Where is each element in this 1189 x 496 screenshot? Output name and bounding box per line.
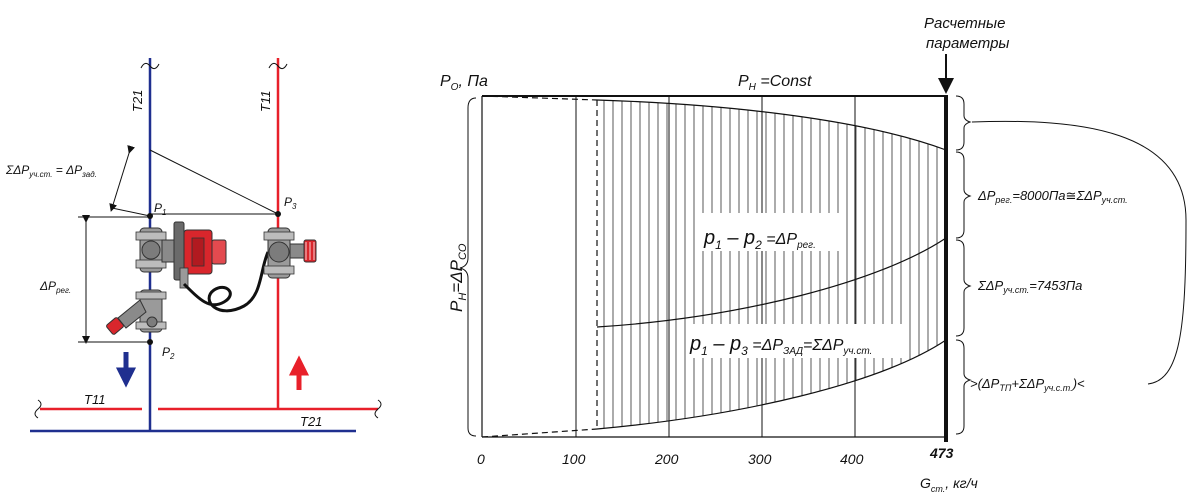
supply-riser-break [268,62,288,70]
return-arc [971,120,1187,385]
curve-lower-dashed [481,428,598,438]
x-tick-0: 0 [477,451,485,467]
dim-left-label: ΔPрег. [39,279,71,295]
shutoff-valve [263,227,317,279]
right-label-3: >(ΔPТП+ΣΔPуч.с.т.)< [970,376,1085,393]
t21-header-label: T21 [300,414,322,429]
x-axis-label: Gст., кг/ч [920,475,978,494]
left-brace [459,97,477,437]
schematic: T21 T11 T11 T21 ΣΔPуч.ст. = ΔPзад. ΔPрег… [5,58,382,433]
t21-riser-label: T21 [130,90,145,112]
return-riser-break [140,62,160,70]
x-tick-200: 200 [654,451,679,467]
capillary-tube [182,251,270,313]
hatching [603,100,938,429]
p1-label: P1 [154,201,166,217]
point-p3 [275,211,281,217]
x-tick-473: 473 [929,445,954,461]
point-p2 [147,339,153,345]
design-params-label-2: параметры [926,35,1009,52]
curve-upper-dashed [481,95,598,101]
x-tick-400: 400 [840,451,864,467]
header-break-right [374,399,382,419]
p1-p3-link [149,149,279,215]
supply-flow-arrow [288,355,310,390]
right-brace-3 [955,239,972,337]
curve-upper [596,99,947,151]
return-flow-arrow [115,352,137,388]
region-lower-label-bg [686,324,904,358]
t11-header-label: T11 [84,392,105,407]
dim-upper-line [109,144,136,212]
header-break-left [34,399,42,419]
curve-lower [596,339,947,430]
p2-label: P2 [162,345,175,361]
region-upper-label: p1 – p2 =ΔPрег. [703,227,816,252]
dim-upper-ext [111,207,151,217]
balancing-valve [106,289,167,335]
vertical-pn-label: PН=ΔPCO [447,243,469,312]
right-brace-4 [955,339,972,435]
right-brace-2 [955,151,972,239]
t11-riser-label: T11 [258,91,273,112]
design-params-label-1: Расчетные [924,15,1005,32]
pn-const-label: PН =Const [738,73,812,93]
x-tick-300: 300 [748,451,772,467]
y-axis-label: PO, Па [440,73,488,93]
right-label-1: ΔPрег.=8000Па≅ΣΔPуч.ст. [977,188,1128,205]
region-upper-label-bg [698,213,842,251]
p3-label: P3 [284,195,297,211]
curve-middle [596,237,947,328]
right-brace-1 [955,95,972,151]
right-label-2: ΣΔPуч.ст.=7453Па [977,278,1082,295]
region-lower-label: p1 – p3 =ΔPЗАД=ΣΔPуч.ст. [689,333,872,358]
dim-upper-label: ΣΔPуч.ст. = ΔPзад. [5,163,97,179]
point-p1 [147,213,153,219]
graph: Расчетные параметры PO, Па PН =Const PН=… [440,15,1187,494]
pressure-regulator [135,221,227,289]
x-tick-100: 100 [562,451,586,467]
